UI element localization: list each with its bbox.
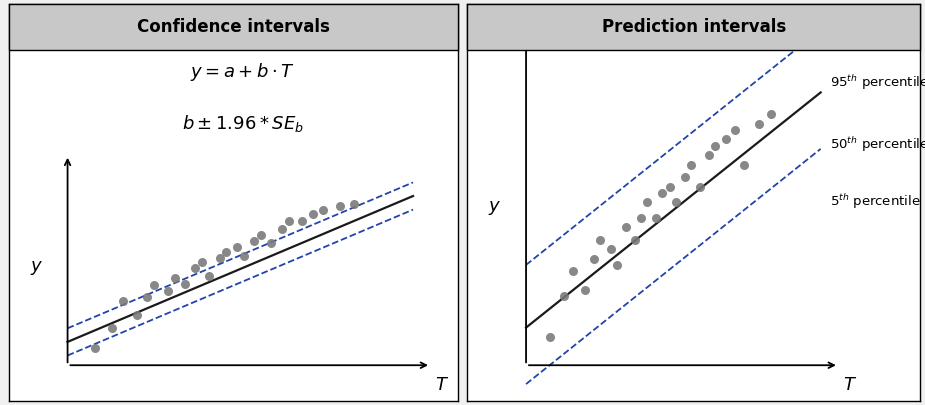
Text: $y$: $y$ — [30, 259, 43, 277]
Bar — [9, 4, 458, 50]
Text: Prediction intervals: Prediction intervals — [601, 18, 786, 36]
Text: $b \pm 1.96 * SE_b$: $b \pm 1.96 * SE_b$ — [181, 113, 303, 134]
Text: 95$^{th}$ percentile: 95$^{th}$ percentile — [830, 73, 925, 92]
Text: $y = a + b \cdot T$: $y = a + b \cdot T$ — [191, 60, 295, 83]
Text: Confidence intervals: Confidence intervals — [137, 18, 330, 36]
Text: $y$: $y$ — [487, 199, 501, 217]
Text: 5$^{th}$ percentile: 5$^{th}$ percentile — [830, 192, 920, 211]
Bar — [467, 4, 920, 50]
Text: $T$: $T$ — [435, 376, 450, 394]
Text: $T$: $T$ — [843, 376, 857, 394]
Text: 50$^{th}$ percentile: 50$^{th}$ percentile — [830, 135, 925, 154]
